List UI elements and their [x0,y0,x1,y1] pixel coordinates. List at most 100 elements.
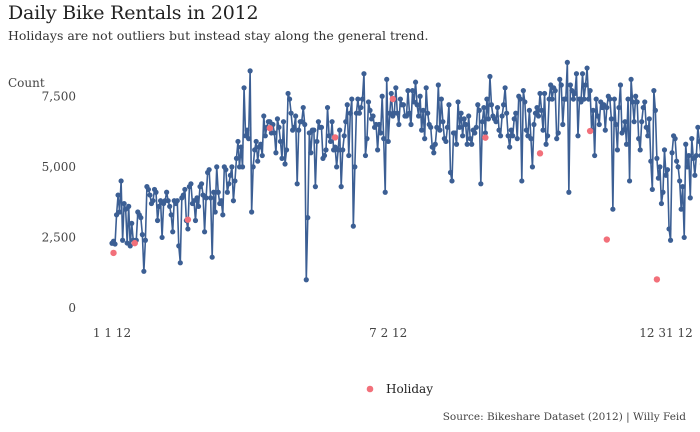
data-point [461,116,467,122]
data-point [349,96,355,102]
data-point [355,96,361,102]
data-point [497,133,504,139]
data-point [692,172,698,178]
data-point [510,133,516,139]
data-point [419,127,425,133]
data-point [337,127,343,133]
data-point [412,79,419,85]
data-point [666,226,672,232]
data-point [466,113,472,119]
data-point [259,152,265,159]
data-point [293,113,299,119]
data-point [590,107,596,113]
data-point [321,152,328,159]
holiday-point [266,124,274,132]
data-point [192,217,199,224]
data-point [637,147,643,153]
data-point [361,71,367,77]
data-point [285,90,291,97]
data-point [416,113,422,119]
data-point [341,133,347,139]
series-line [111,61,700,281]
data-point [218,198,224,204]
data-point [396,121,402,128]
y-tick-label: 2,500 [42,230,76,244]
data-point [346,152,352,159]
data-point [116,209,123,215]
x-tick-label: 7 2 12 [369,326,407,340]
data-point [174,198,180,204]
data-point [655,175,662,181]
data-point [695,124,700,130]
data-point [535,113,542,119]
data-point [449,178,455,184]
data-point [246,136,252,142]
data-point [500,102,507,108]
data-point [314,138,320,145]
data-point [271,130,278,136]
data-point [545,133,551,139]
data-point [467,136,473,142]
data-point [526,107,533,113]
data-point [455,99,461,105]
data-point [286,96,293,102]
data-point [446,102,452,108]
data-point [252,147,258,153]
holiday-point [586,127,594,135]
data-point [305,215,311,221]
data-point [365,99,372,105]
data-point [127,243,133,249]
data-point [344,102,350,108]
data-point [431,150,437,156]
data-point [575,133,581,139]
data-point [153,189,159,195]
data-point [626,178,633,184]
data-point [397,96,403,102]
data-point [120,237,126,243]
data-point [460,133,466,139]
data-point [141,268,147,274]
data-point [674,158,680,164]
data-point [112,241,118,247]
data-point [417,93,423,99]
data-point [176,243,182,249]
data-point [613,121,619,128]
data-point [675,164,681,170]
data-point [394,110,400,116]
data-point [508,127,514,133]
data-point [139,232,145,238]
holiday-point [110,249,117,257]
data-point [359,96,366,102]
data-point [425,110,431,116]
data-point [423,85,429,91]
data-point [643,124,649,130]
data-point [343,119,349,125]
data-point [560,121,566,128]
data-point [684,164,690,170]
data-point [664,167,671,173]
data-point [282,161,288,167]
data-point [625,96,631,102]
data-point [522,99,528,105]
data-point [276,124,282,130]
data-point [382,189,388,195]
data-point [165,198,171,204]
data-point [294,181,300,187]
data-point [514,136,520,142]
data-point [356,110,362,116]
data-point [538,107,545,113]
data-point [138,215,144,221]
data-point [291,124,297,130]
data-point [420,107,426,113]
data-point [241,85,247,91]
data-point [312,184,318,190]
data-point [182,186,188,193]
data-point [531,121,537,128]
source-caption: Source: Bikeshare Dataset (2012) | Willy… [442,411,686,423]
x-axis-ticks: 1 1 12 7 2 12 12 31 12 [93,326,693,340]
data-point [324,104,331,111]
data-point [645,133,651,139]
data-point [513,110,519,116]
data-point [164,189,170,195]
data-point [634,99,640,105]
